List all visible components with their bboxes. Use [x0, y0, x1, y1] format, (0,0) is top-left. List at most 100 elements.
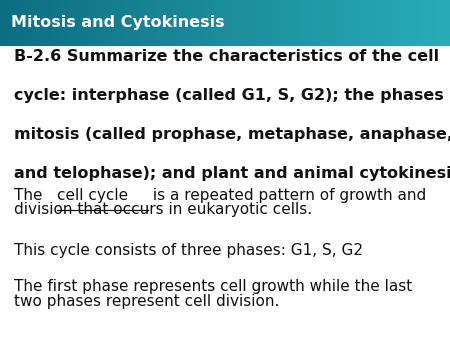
Bar [76, 0, 79, 46]
Bar [299, 0, 302, 46]
Bar [394, 0, 396, 46]
Bar [423, 0, 425, 46]
Bar [428, 0, 430, 46]
Bar [436, 0, 439, 46]
Bar [400, 0, 403, 46]
Bar [148, 0, 151, 46]
Bar [430, 0, 432, 46]
Bar [4, 0, 7, 46]
Bar [382, 0, 385, 46]
Bar [279, 0, 281, 46]
Bar [410, 0, 412, 46]
Bar [324, 0, 326, 46]
Bar [189, 0, 191, 46]
Bar [18, 0, 20, 46]
Bar [256, 0, 259, 46]
Bar [68, 0, 70, 46]
Bar [315, 0, 317, 46]
Bar [378, 0, 380, 46]
Bar [446, 0, 448, 46]
Bar [328, 0, 331, 46]
Bar [216, 0, 218, 46]
Text: division that occurs in eukaryotic cells.: division that occurs in eukaryotic cells… [14, 202, 311, 217]
Text: Mitosis and Cytokinesis: Mitosis and Cytokinesis [11, 15, 225, 30]
Bar [209, 0, 211, 46]
Bar [250, 0, 252, 46]
Bar [212, 0, 214, 46]
Text: This cycle consists of three phases: G1, S, G2: This cycle consists of three phases: G1,… [14, 243, 363, 258]
Bar [155, 0, 158, 46]
Bar [385, 0, 387, 46]
Bar [362, 0, 364, 46]
Bar [130, 0, 133, 46]
Bar [25, 0, 27, 46]
Bar [434, 0, 436, 46]
Bar [22, 0, 25, 46]
Text: cell cycle: cell cycle [57, 188, 128, 202]
Bar [344, 0, 346, 46]
Bar [371, 0, 374, 46]
Bar [263, 0, 266, 46]
Bar [128, 0, 130, 46]
Bar [259, 0, 261, 46]
Bar [234, 0, 236, 46]
Bar [94, 0, 97, 46]
Bar [232, 0, 234, 46]
Bar [225, 0, 227, 46]
Bar [310, 0, 313, 46]
Bar [169, 0, 171, 46]
Bar [126, 0, 128, 46]
Text: mitosis (called prophase, metaphase, anaphase,: mitosis (called prophase, metaphase, ana… [14, 127, 450, 142]
Bar [398, 0, 400, 46]
Bar [317, 0, 320, 46]
Bar [360, 0, 362, 46]
Bar [358, 0, 360, 46]
Bar [74, 0, 76, 46]
Bar [380, 0, 382, 46]
Bar [274, 0, 277, 46]
Bar [176, 0, 178, 46]
Bar [160, 0, 162, 46]
Bar [162, 0, 164, 46]
Bar [261, 0, 263, 46]
Bar [112, 0, 115, 46]
Bar [243, 0, 245, 46]
Bar [439, 0, 441, 46]
Bar [389, 0, 392, 46]
Bar [443, 0, 446, 46]
Bar [326, 0, 328, 46]
Bar [144, 0, 146, 46]
Bar [304, 0, 306, 46]
Bar [281, 0, 284, 46]
Bar [173, 0, 176, 46]
Bar [302, 0, 304, 46]
Bar [342, 0, 344, 46]
Bar [151, 0, 153, 46]
Bar [184, 0, 187, 46]
Bar [2, 0, 4, 46]
Bar [320, 0, 322, 46]
Bar [322, 0, 324, 46]
Bar [56, 0, 58, 46]
Bar [425, 0, 428, 46]
Bar [29, 0, 32, 46]
Text: two phases represent cell division.: two phases represent cell division. [14, 294, 279, 309]
Bar [0, 0, 2, 46]
Bar [369, 0, 371, 46]
Bar [101, 0, 104, 46]
Bar [40, 0, 43, 46]
Bar [414, 0, 416, 46]
Bar [207, 0, 209, 46]
Bar [133, 0, 135, 46]
Bar [7, 0, 9, 46]
Bar [34, 0, 36, 46]
Bar [166, 0, 169, 46]
Bar [108, 0, 110, 46]
Bar [137, 0, 140, 46]
Bar [223, 0, 225, 46]
Bar [178, 0, 180, 46]
Bar [27, 0, 29, 46]
Bar [277, 0, 279, 46]
Bar [245, 0, 248, 46]
Bar [396, 0, 398, 46]
